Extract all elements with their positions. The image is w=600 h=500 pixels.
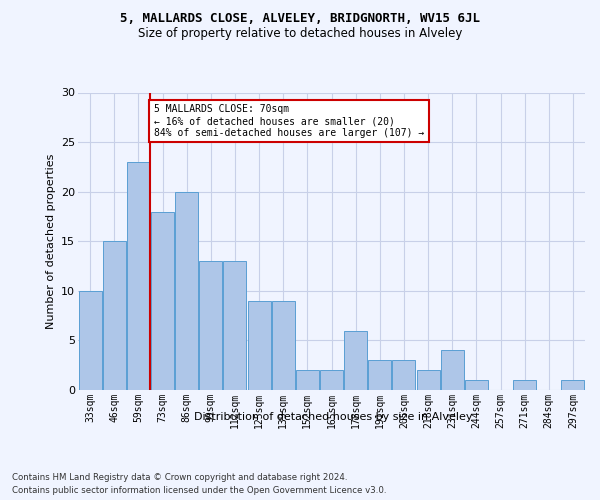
Bar <box>248 300 271 390</box>
Bar <box>368 360 391 390</box>
Bar <box>465 380 488 390</box>
Bar <box>151 212 174 390</box>
Bar <box>320 370 343 390</box>
Bar <box>175 192 198 390</box>
Bar <box>441 350 464 390</box>
Text: Contains public sector information licensed under the Open Government Licence v3: Contains public sector information licen… <box>12 486 386 495</box>
Bar <box>344 330 367 390</box>
Text: 5, MALLARDS CLOSE, ALVELEY, BRIDGNORTH, WV15 6JL: 5, MALLARDS CLOSE, ALVELEY, BRIDGNORTH, … <box>120 12 480 26</box>
Bar <box>416 370 440 390</box>
Bar <box>79 291 101 390</box>
Text: Size of property relative to detached houses in Alveley: Size of property relative to detached ho… <box>138 28 462 40</box>
Bar <box>513 380 536 390</box>
Bar <box>562 380 584 390</box>
Text: Contains HM Land Registry data © Crown copyright and database right 2024.: Contains HM Land Registry data © Crown c… <box>12 472 347 482</box>
Text: Distribution of detached houses by size in Alveley: Distribution of detached houses by size … <box>194 412 472 422</box>
Bar <box>127 162 150 390</box>
Bar <box>392 360 415 390</box>
Bar <box>223 261 247 390</box>
Bar <box>296 370 319 390</box>
Bar <box>199 261 222 390</box>
Bar <box>103 242 125 390</box>
Bar <box>272 300 295 390</box>
Text: 5 MALLARDS CLOSE: 70sqm
← 16% of detached houses are smaller (20)
84% of semi-de: 5 MALLARDS CLOSE: 70sqm ← 16% of detache… <box>154 104 424 138</box>
Y-axis label: Number of detached properties: Number of detached properties <box>46 154 56 329</box>
